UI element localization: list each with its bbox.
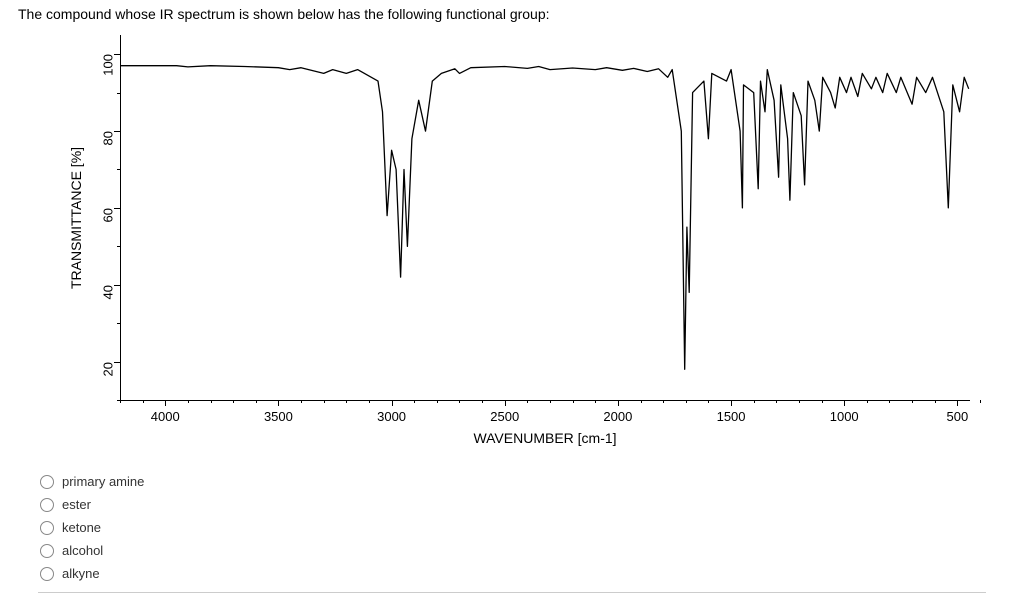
x-tick-minor [980,400,981,403]
radio-icon[interactable] [40,475,54,489]
x-tick-label: 4000 [151,409,180,424]
y-tick-label: 100 [101,54,116,78]
option-label: primary amine [62,474,144,489]
x-tick-label: 3000 [377,409,406,424]
x-tick-minor [482,400,483,403]
y-tick-minor [117,323,120,324]
x-tick-minor [233,400,234,403]
x-tick-minor [889,400,890,403]
x-tick-minor [708,400,709,403]
x-tick-minor [867,400,868,403]
x-tick-minor [595,400,596,403]
y-tick-minor [117,93,120,94]
x-tick-minor [641,400,642,403]
x-tick-minor [935,400,936,403]
x-tick-minor [188,400,189,403]
y-tick-label: 40 [101,285,116,309]
x-tick-label: 2000 [603,409,632,424]
option-label: ester [62,497,91,512]
answer-option[interactable]: ester [40,493,144,516]
y-tick-label: 60 [101,208,116,232]
radio-icon[interactable] [40,521,54,535]
x-tick [957,400,958,406]
x-tick-minor [822,400,823,403]
y-tick-label: 20 [101,362,116,386]
x-tick-minor [527,400,528,403]
radio-icon[interactable] [40,567,54,581]
x-tick-label: 500 [947,409,969,424]
x-tick-label: 3500 [264,409,293,424]
answer-option[interactable]: ketone [40,516,144,539]
x-tick-minor [324,400,325,403]
x-tick-minor [799,400,800,403]
answer-option[interactable]: primary amine [40,470,144,493]
option-label: alkyne [62,566,100,581]
x-axis-line [120,400,970,401]
x-tick-minor [120,400,121,403]
x-tick [392,400,393,406]
x-tick-label: 2500 [490,409,519,424]
x-tick-minor [686,400,687,403]
x-tick-minor [912,400,913,403]
x-tick [618,400,619,406]
option-label: ketone [62,520,101,535]
x-tick-minor [301,400,302,403]
x-tick [731,400,732,406]
answer-option[interactable]: alcohol [40,539,144,562]
x-tick [165,400,166,406]
x-tick [844,400,845,406]
x-tick-minor [256,400,257,403]
x-tick [278,400,279,406]
x-axis-title: WAVENUMBER [cm-1] [120,430,970,446]
x-tick-minor [754,400,755,403]
x-tick-minor [369,400,370,403]
question-text: The compound whose IR spectrum is shown … [18,6,550,22]
divider-line [38,592,986,593]
y-tick-minor [117,400,120,401]
x-tick-minor [211,400,212,403]
page-root: The compound whose IR spectrum is shown … [0,0,1024,612]
x-tick-minor [776,400,777,403]
x-tick-minor [437,400,438,403]
spectrum-line [120,35,980,400]
x-tick-minor [663,400,664,403]
y-tick-minor [117,169,120,170]
radio-icon[interactable] [40,498,54,512]
ir-chart: TRANSMITTANCE [%] 4000350030002500200015… [70,35,980,455]
y-axis-title: TRANSMITTANCE [%] [66,35,86,400]
x-tick-minor [143,400,144,403]
option-label: alcohol [62,543,103,558]
y-tick-label: 80 [101,131,116,155]
x-tick-minor [550,400,551,403]
answer-option[interactable]: alkyne [40,562,144,585]
x-tick-minor [414,400,415,403]
x-tick-minor [459,400,460,403]
answer-options: primary amine ester ketone alcohol alkyne [40,470,144,585]
x-tick [505,400,506,406]
x-tick-label: 1500 [717,409,746,424]
x-tick-label: 1000 [830,409,859,424]
y-tick-minor [117,246,120,247]
x-tick-minor [346,400,347,403]
plot-area [120,35,980,400]
x-tick-minor [573,400,574,403]
radio-icon[interactable] [40,544,54,558]
